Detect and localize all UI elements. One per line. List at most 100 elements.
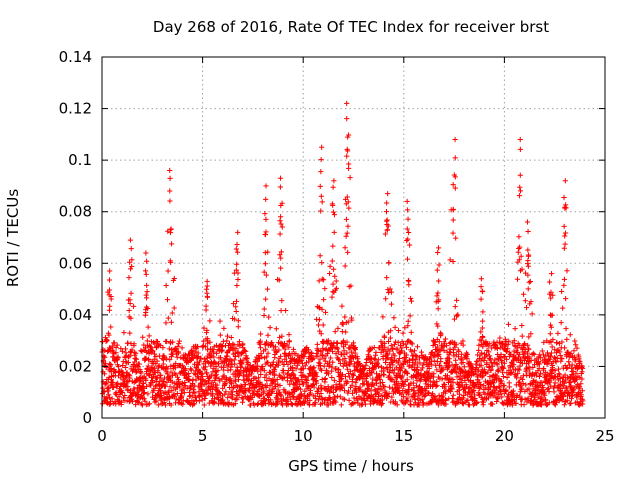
data-point [271,367,278,373]
data-point [234,282,240,289]
data-point [455,312,461,318]
data-point [440,394,446,400]
data-point [143,355,149,361]
data-point [519,322,525,329]
data-point [443,343,450,349]
data-point [516,257,522,263]
data-point [404,256,411,262]
data-point [478,363,484,369]
data-point [104,338,110,344]
data-point [249,385,255,391]
data-point [391,315,397,321]
data-point [103,364,109,371]
data-point [386,384,393,390]
data-point [108,361,114,368]
data-point [218,348,225,354]
data-point [564,268,570,274]
data-point [224,333,231,339]
data-point [403,354,409,360]
data-point [431,371,437,377]
data-point [471,392,478,398]
data-point [529,311,535,317]
data-point [387,286,393,292]
data-point [470,388,476,394]
data-point [546,389,552,395]
data-point [318,169,324,175]
data-point [569,362,575,368]
data-point [280,396,286,402]
data-point [400,361,407,368]
data-point [496,383,502,390]
data-point [127,330,133,336]
data-point [148,375,155,381]
data-point [115,355,121,361]
y-tick-label: 0.02 [59,357,92,375]
data-point [411,348,418,354]
data-point [345,223,351,229]
data-point [429,349,435,355]
data-point [399,345,405,351]
data-point [226,340,233,347]
data-point [131,386,138,392]
data-point [474,399,480,406]
data-point [384,200,390,206]
data-point [154,358,160,364]
y-tick-label: 0.08 [59,203,92,221]
data-point [103,399,109,406]
data-point [228,364,234,370]
data-point [536,365,542,371]
data-point [133,350,139,356]
data-point [510,388,517,394]
data-point [403,344,410,351]
data-point [466,385,472,391]
data-point [561,402,567,408]
data-point [160,378,167,385]
data-point [141,396,147,402]
data-point [217,332,223,338]
data-point [490,401,496,407]
data-point [319,259,325,266]
data-point [553,359,559,365]
axis-ticks: 0 0.02 0.04 0.06 0.08 0.1 0.12 0.14 0 5 10 15 20 25 [59,48,615,445]
data-point [342,342,348,348]
data-point [403,341,409,347]
data-point [379,343,385,349]
data-point [490,393,496,399]
data-point [307,388,314,394]
data-point [347,361,353,367]
data-point [446,363,452,369]
data-point [343,329,349,335]
data-point [520,291,527,297]
data-point [286,344,292,350]
data-point [566,359,572,365]
data-point [388,301,395,307]
data-point [259,354,265,360]
data-point [506,338,512,344]
data-point [421,393,427,400]
data-point [236,392,242,398]
data-point [235,229,241,235]
data-point [318,208,324,214]
data-point [441,347,447,353]
data-point [386,369,392,375]
data-point [128,315,134,321]
data-point [136,361,142,367]
data-point [389,394,395,400]
data-point [558,320,564,326]
data-point [348,349,355,355]
data-point [472,395,478,402]
data-point [525,263,531,269]
data-point [387,348,393,354]
data-point [290,346,297,353]
data-point [131,341,137,347]
data-point [243,348,249,354]
data-point [563,202,569,208]
data-point [262,261,268,267]
data-point [162,402,169,408]
data-point [516,193,522,199]
data-point [449,362,455,368]
data-point [239,350,245,357]
data-point [529,389,535,395]
data-point [129,398,136,405]
data-point [160,365,166,371]
